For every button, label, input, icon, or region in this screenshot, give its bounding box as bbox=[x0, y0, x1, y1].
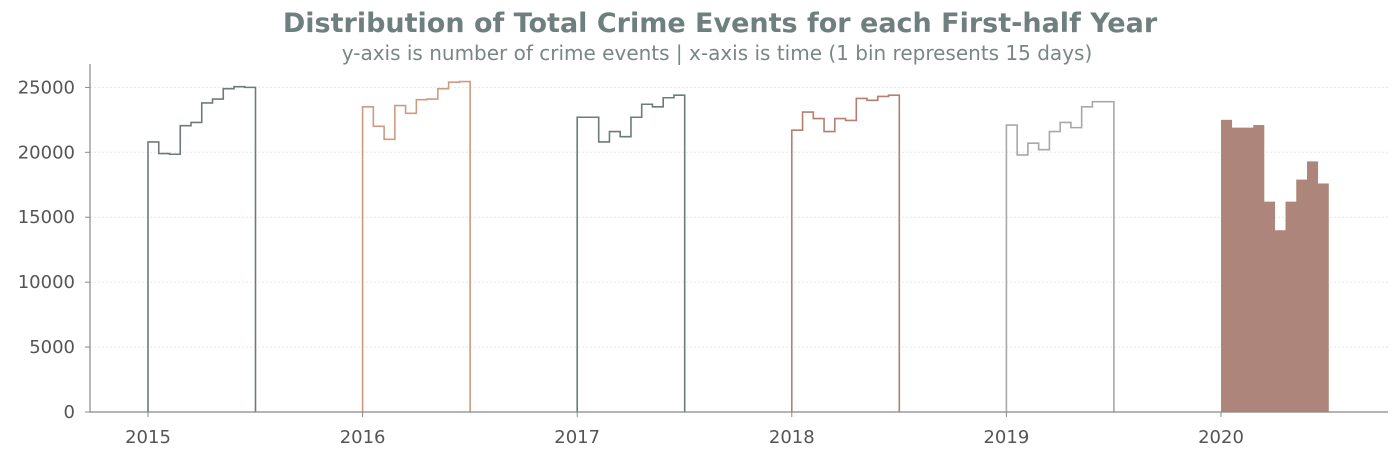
series-2017 bbox=[576, 94, 686, 412]
x-tick-label-2015: 2015 bbox=[125, 427, 171, 448]
y-tick-label: 15000 bbox=[18, 207, 75, 228]
chart-title: Distribution of Total Crime Events for e… bbox=[282, 8, 1158, 39]
bar-2020-10 bbox=[1317, 183, 1329, 412]
y-tick-label: 5000 bbox=[29, 337, 75, 358]
bar-2020-8 bbox=[1296, 179, 1308, 412]
gridlines bbox=[90, 86, 1388, 348]
x-tick-label-2019: 2019 bbox=[983, 427, 1029, 448]
step-line-2017 bbox=[576, 94, 686, 412]
bar-2020-5 bbox=[1264, 201, 1276, 412]
series-2019 bbox=[1005, 100, 1115, 412]
bar-2020-1 bbox=[1221, 119, 1233, 413]
bar-2020-9 bbox=[1307, 161, 1319, 412]
step-line-2019 bbox=[1005, 100, 1115, 412]
bar-2020-3 bbox=[1242, 127, 1254, 413]
bar-2020-4 bbox=[1253, 125, 1265, 413]
series-2020 bbox=[1221, 119, 1329, 413]
step-line-2015 bbox=[147, 85, 257, 412]
x-tick-label-2017: 2017 bbox=[554, 427, 600, 448]
y-tick-label: 0 bbox=[64, 402, 75, 423]
chart-subtitle: y-axis is number of crime events | x-axi… bbox=[341, 41, 1093, 65]
x-tick-labels: 2015 2016 2017 2018 2019 2020 bbox=[125, 412, 1244, 448]
series-2015 bbox=[147, 85, 257, 412]
step-line-2016 bbox=[361, 80, 471, 412]
bar-2020-7 bbox=[1285, 201, 1297, 412]
bar-2020-6 bbox=[1274, 230, 1286, 412]
bar-2020-2 bbox=[1231, 127, 1243, 413]
x-tick-label-2016: 2016 bbox=[340, 427, 386, 448]
series-layer bbox=[147, 80, 1329, 413]
x-tick-label-2018: 2018 bbox=[769, 427, 815, 448]
series-2018 bbox=[791, 94, 901, 412]
series-2016 bbox=[361, 80, 471, 412]
y-tick-label: 20000 bbox=[18, 142, 75, 163]
step-line-2018 bbox=[791, 94, 901, 412]
y-tick-label: 10000 bbox=[18, 272, 75, 293]
y-tick-labels: 0 5000 10000 15000 20000 25000 bbox=[18, 77, 90, 423]
x-tick-label-2020: 2020 bbox=[1198, 427, 1244, 448]
y-tick-label: 25000 bbox=[18, 77, 75, 98]
